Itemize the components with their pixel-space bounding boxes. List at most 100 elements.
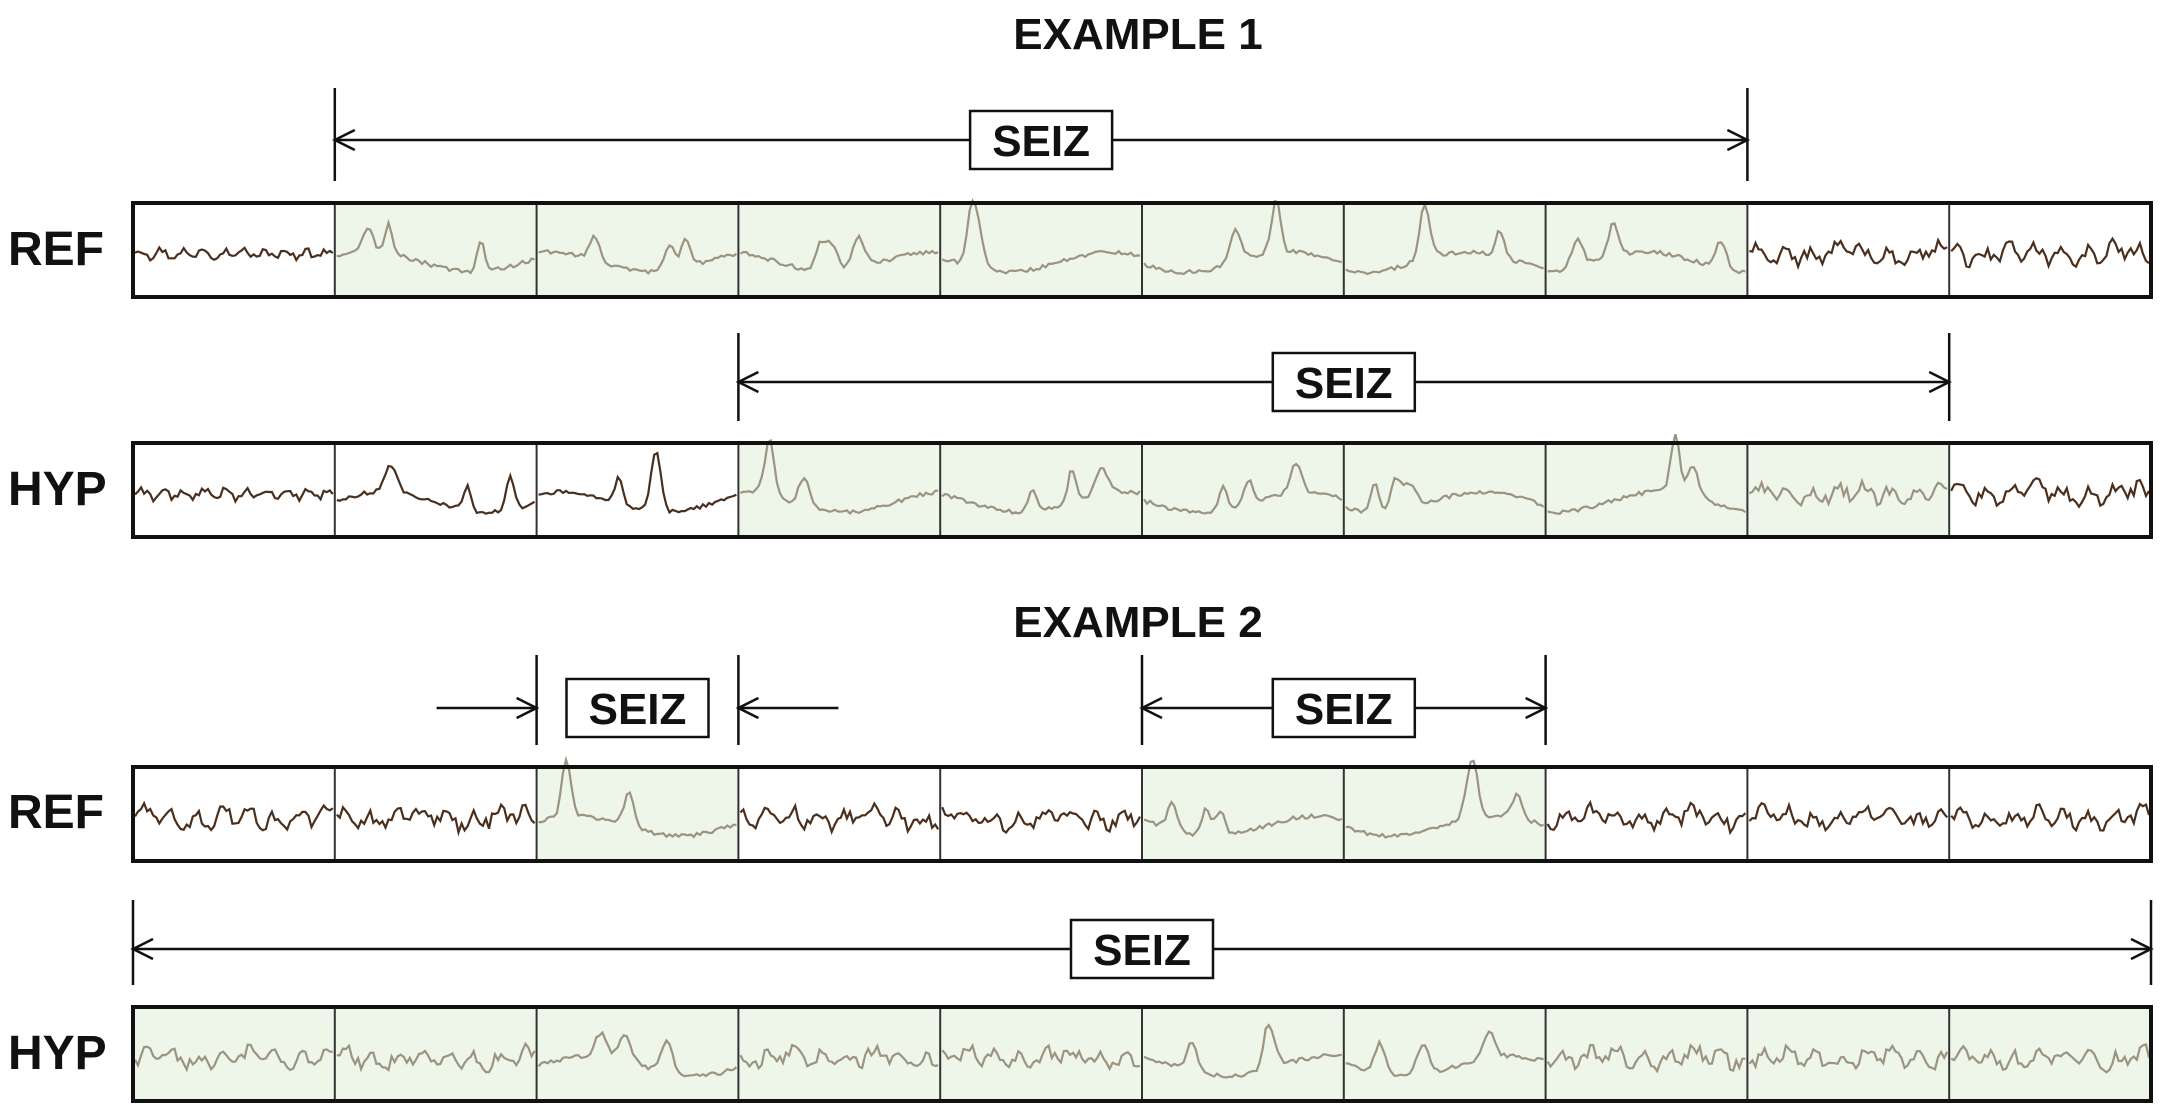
example-1-hyp-waveform-6 [1345, 476, 1545, 514]
example-2-ref-waveform-8 [1748, 801, 1949, 833]
example-2-ref-seiz-event-0-right-arrowhead [735, 696, 759, 720]
example-1-ref-waveform-6 [1345, 201, 1544, 276]
example-1-ref-waveform-2 [538, 233, 738, 275]
example-2-hyp-waveform-5 [1143, 1023, 1342, 1079]
example-1-title: EXAMPLE 1 [1013, 10, 1263, 59]
example-1-hyp-waveform-8 [1748, 477, 1948, 508]
example-2-hyp-epoch-3 [738, 1007, 941, 1101]
example-2-ref-waveform-6 [1345, 759, 1544, 839]
example-2-hyp-label: HYP [8, 1027, 107, 1080]
example-2-ref-waveform-5 [1143, 800, 1343, 837]
example-2-hyp-epoch-1 [334, 1007, 537, 1101]
example-2-ref-label: REF [8, 786, 104, 839]
example-1-hyp-seiz-event-0-box [1271, 351, 1417, 413]
example-1-hyp-waveform-0 [134, 485, 334, 504]
example-2-ref-epoch-7 [1545, 767, 1748, 861]
example-2-hyp-waveform-0 [134, 1043, 333, 1073]
example-1-hyp-waveform-7 [1547, 433, 1747, 515]
example-2-hyp-epoch-4 [940, 1007, 1142, 1101]
example-1-ref-waveform-7 [1547, 221, 1746, 275]
example-1-hyp-seiz-event-0-left-arrowhead [735, 370, 759, 394]
example-1-hyp-waveform-5 [1143, 462, 1343, 515]
example-2-hyp-waveform-9 [1950, 1043, 2151, 1074]
example-1-hyp-epoch-3 [738, 443, 941, 537]
example-1-hyp-waveform-9 [1950, 476, 2150, 509]
example-1-hyp-waveform-1 [336, 464, 536, 515]
example-2-ref-epoch-8 [1747, 767, 1950, 861]
example-2-hyp-waveform-1 [336, 1041, 536, 1074]
example-1-ref-epoch-7 [1545, 203, 1748, 297]
example-1-ref-epoch-0 [133, 203, 335, 297]
example-1-ref-seiz-event-0-right-arrowhead [1726, 128, 1751, 152]
example-2-hyp-epoch-5 [1142, 1007, 1344, 1101]
example-1-ref-epoch-6 [1343, 203, 1546, 297]
example-1-ref-waveform-3 [739, 233, 939, 272]
example-1-hyp-label: HYP [8, 463, 107, 516]
example-1-hyp-epoch-5 [1142, 443, 1344, 537]
example-1-ref-epoch-3 [738, 203, 941, 297]
example-2-ref-epoch-3 [738, 767, 941, 861]
example-2-hyp-seiz-event-0-label: SEIZ [1093, 926, 1191, 975]
example-1-ref-waveform-5 [1143, 199, 1342, 276]
example-2-hyp-seiz-event-0-box [1069, 918, 1215, 980]
example-1-hyp-waveform-4 [941, 467, 1141, 515]
example-1-ref-waveform-4 [941, 198, 1141, 275]
example-2-ref-track-border [131, 765, 2153, 863]
example-2-ref-waveform-2 [538, 755, 737, 839]
example-1-hyp-waveform-3 [739, 438, 939, 516]
example-1-ref-epoch-4 [940, 203, 1142, 297]
example-1-ref-seiz-event-0-label: SEIZ [992, 117, 1090, 166]
example-2-title: EXAMPLE 2 [1013, 598, 1263, 647]
example-2-ref-waveform-3 [739, 801, 940, 836]
example-2-ref-seiz-event-1-right-arrowhead [1525, 696, 1549, 720]
example-1-ref-seiz-event-0-left-arrowhead [332, 128, 356, 152]
example-1-hyp-epoch-4 [940, 443, 1142, 537]
example-2-ref-seiz-event-0-label: SEIZ [589, 685, 687, 734]
example-2-ref-epoch-5 [1142, 767, 1344, 861]
example-1-hyp-seiz-event-0-right-arrowhead [1928, 370, 1952, 394]
example-1-ref-epoch-2 [536, 203, 739, 297]
example-2-ref-seiz-event-0-left-arrowhead [516, 696, 540, 720]
example-2-hyp-epoch-8 [1747, 1007, 1950, 1101]
example-1-hyp-epoch-1 [334, 443, 537, 537]
example-2-hyp-waveform-8 [1748, 1043, 1949, 1071]
example-2-ref-seiz-event-1-label: SEIZ [1295, 685, 1393, 734]
example-2-hyp-waveform-3 [739, 1042, 939, 1071]
example-2-ref-epoch-2 [536, 767, 739, 861]
example-1-ref-waveform-9 [1950, 236, 2150, 270]
example-2-hyp-waveform-2 [537, 1030, 738, 1078]
example-2-ref-waveform-7 [1546, 799, 1747, 836]
example-2-hyp-seiz-event-0-left-arrowhead [130, 937, 154, 961]
example-2-ref-seiz-event-1-left-arrowhead [1139, 696, 1163, 720]
example-2-ref-epoch-0 [133, 767, 335, 861]
example-2-hyp-track-border [131, 1005, 2153, 1103]
example-2-ref-waveform-1 [336, 802, 536, 837]
example-2-ref-waveform-0 [134, 800, 334, 832]
example-2-ref-epoch-6 [1343, 767, 1546, 861]
example-2-hyp-waveform-6 [1345, 1030, 1544, 1078]
example-2-hyp-waveform-7 [1546, 1043, 1746, 1074]
example-1-hyp-seiz-event-0-label: SEIZ [1295, 359, 1393, 408]
example-1-hyp-waveform-2 [538, 451, 737, 515]
example-1-hyp-epoch-6 [1343, 443, 1546, 537]
example-2-ref-waveform-4 [941, 806, 1141, 835]
example-1-ref-waveform-0 [134, 245, 334, 263]
example-1-ref-waveform-8 [1749, 237, 1948, 271]
example-2-hyp-waveform-4 [941, 1042, 1141, 1072]
example-1-hyp-epoch-9 [1949, 443, 2151, 537]
example-2-ref-seiz-event-0-box [565, 677, 710, 739]
example-1-ref-seiz-event-0-box [968, 109, 1114, 171]
example-1-hyp-epoch-2 [536, 443, 739, 537]
example-1-ref-label: REF [8, 223, 104, 276]
example-1-ref-epoch-1 [334, 203, 537, 297]
example-2-ref-waveform-9 [1950, 802, 2151, 833]
example-1-hyp-track-border [131, 441, 2153, 539]
example-1-ref-track-border [131, 201, 2153, 299]
example-1-ref-waveform-1 [336, 218, 535, 275]
example-2-hyp-epoch-2 [536, 1007, 739, 1101]
example-2-ref-seiz-event-1-box [1271, 677, 1417, 739]
example-2-ref-epoch-9 [1949, 767, 2151, 861]
example-2-hyp-epoch-9 [1949, 1007, 2151, 1101]
